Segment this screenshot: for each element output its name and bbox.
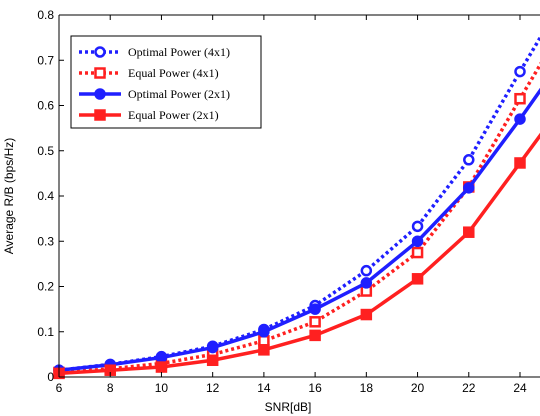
data-point (360, 277, 373, 289)
x-tick-label: 14 (257, 381, 271, 395)
legend-label: Equal Power (4x1) (128, 66, 219, 80)
x-tick-label: 24 (513, 381, 527, 395)
data-point (411, 220, 424, 233)
data-point (206, 354, 219, 367)
legend-swatch-marker (94, 67, 106, 79)
legend-swatch-marker (94, 88, 106, 100)
data-point (360, 264, 373, 277)
data-point (514, 65, 526, 78)
y-tick-label: 0.8 (37, 8, 54, 22)
y-tick-label: 0 (47, 370, 54, 384)
legend-label: Optimal Power (2x1) (128, 87, 230, 101)
data-point (463, 182, 475, 194)
data-point (411, 246, 424, 259)
y-tick-label: 0.7 (37, 53, 54, 67)
data-point (463, 226, 475, 238)
legend-item: Optimal Power (4x1) (79, 45, 230, 59)
data-point (258, 344, 270, 356)
data-point (309, 303, 321, 315)
data-point (514, 157, 526, 169)
legend-item: Equal Power (2x1) (79, 108, 219, 122)
x-tick-label: 18 (360, 381, 374, 395)
x-tick-label: 16 (308, 381, 322, 395)
data-point (411, 235, 424, 247)
legend-swatch-marker (94, 46, 106, 58)
data-point (258, 335, 270, 347)
data-point (206, 341, 219, 354)
data-point (309, 329, 321, 342)
legend-label: Equal Power (2x1) (128, 108, 219, 122)
legend: Optimal Power (4x1) Equal Power (4x1) Opti… (70, 35, 262, 129)
data-point (463, 154, 475, 166)
x-tick-label: 22 (462, 381, 476, 395)
data-point (360, 308, 373, 321)
data-point (514, 92, 526, 105)
series-layer (53, 34, 540, 380)
data-point (411, 273, 424, 285)
x-tick-label: 8 (107, 381, 114, 395)
y-tick-label: 0.6 (37, 99, 54, 113)
x-tick-label: 10 (155, 381, 169, 395)
x-tick-label: 12 (206, 381, 220, 395)
y-axis: 0 0.1 0.2 0.3 0.4 0.5 0.6 0.7 0.8 (37, 8, 64, 384)
legend-swatch-marker (94, 109, 106, 121)
data-point (514, 113, 526, 125)
y-axis-label: Average R/B (bps/Hz) (2, 138, 16, 255)
x-tick-label: 20 (411, 381, 425, 395)
y-tick-label: 0.3 (37, 234, 54, 248)
x-axis-label: SNR[dB] (265, 400, 312, 414)
x-tick-label: 6 (56, 381, 63, 395)
x-axis: 6 8 10 12 14 16 18 20 22 24 (56, 15, 527, 395)
y-tick-label: 0.2 (37, 280, 54, 294)
data-point (155, 351, 168, 364)
legend-item: Optimal Power (2x1) (79, 87, 230, 101)
y-tick-label: 0.5 (37, 144, 54, 158)
data-point (309, 316, 321, 328)
y-tick-label: 0.1 (37, 325, 54, 339)
data-point (155, 361, 168, 373)
data-point (258, 326, 270, 338)
legend-label: Optimal Power (4x1) (128, 45, 230, 59)
legend-item: Equal Power (4x1) (79, 66, 219, 80)
y-tick-label: 0.4 (37, 189, 54, 203)
series-line (58, 61, 540, 375)
